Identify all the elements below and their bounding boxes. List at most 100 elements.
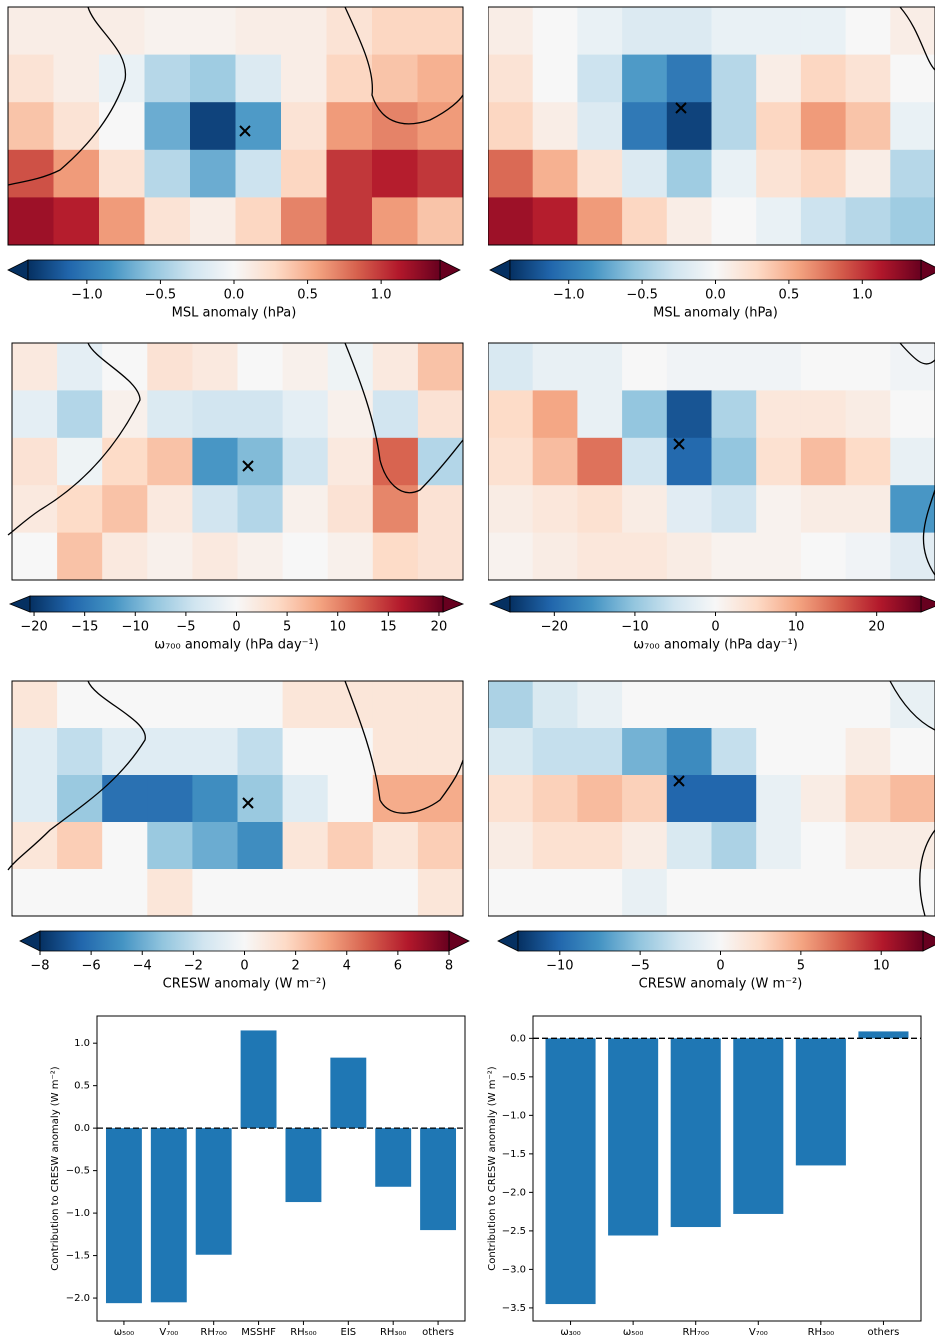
heatmap-cell	[102, 822, 148, 870]
heatmap-cell	[890, 54, 935, 103]
heatmap-cell	[756, 775, 802, 823]
heatmap-cell	[53, 7, 100, 56]
heatmap-cell	[281, 7, 327, 56]
heatmap-cell	[282, 343, 329, 391]
heatmap-cell	[622, 822, 668, 870]
heatmap-cell	[711, 485, 757, 534]
map-panel	[488, 342, 935, 581]
heatmap-cell	[622, 532, 668, 581]
axes-frame	[96, 1015, 466, 1322]
heatmap-cell	[235, 7, 282, 56]
heatmap-cell	[282, 728, 329, 776]
heatmap-cell	[577, 102, 623, 151]
heatmap-cell	[12, 681, 58, 729]
heatmap-cell	[147, 390, 193, 439]
heatmap-cell	[756, 102, 802, 151]
colorbar-extend	[488, 595, 511, 613]
heatmap-cell	[845, 532, 891, 581]
heatmap-cell	[845, 728, 891, 776]
heatmap-cell	[190, 197, 236, 246]
heatmap-cell	[711, 532, 757, 581]
colorbar-tick-label: −6	[82, 959, 101, 974]
heatmap-cell	[144, 197, 191, 246]
heatmap-cell	[711, 728, 757, 776]
heatmap-cell	[622, 437, 668, 486]
x-tick-label: RH₅₀₀	[290, 1327, 317, 1338]
heatmap-cell	[622, 197, 668, 246]
heatmap-cell	[666, 390, 712, 439]
map-frame	[488, 6, 935, 246]
heatmap-cell	[666, 102, 712, 151]
coastline	[889, 680, 935, 731]
x-tick-label: V₇₀₀	[159, 1327, 178, 1338]
heatmap-cell	[711, 343, 757, 391]
x-tick-label: RH₇₀₀	[200, 1327, 227, 1338]
heatmap-cell	[756, 869, 802, 917]
colorbar	[29, 595, 444, 613]
colorbar-label: MSL anomaly (hPa)	[172, 306, 297, 321]
heatmap-cell	[147, 343, 193, 391]
colorbar-tick-label: −10	[122, 620, 149, 635]
x-tick-label: RH₃₀₀	[808, 1327, 835, 1338]
y-tick-label: 0.5	[74, 1081, 90, 1092]
map-frame	[488, 342, 935, 581]
heatmap-cell	[327, 485, 374, 534]
heatmap-cell	[622, 869, 668, 917]
colorbar-tick-label: 20	[868, 620, 885, 635]
map-frame	[488, 680, 935, 917]
heatmap-cell	[756, 822, 802, 870]
heatmap-cell	[577, 532, 623, 581]
y-axis-label: Contribution to CRESW anomaly (W m⁻²)	[50, 1066, 61, 1270]
heatmap-cell	[756, 532, 802, 581]
heatmap-cell	[666, 54, 712, 103]
colorbar-tick-label: 0.5	[297, 288, 318, 303]
heatmap-cell	[577, 437, 623, 486]
heatmap-cell	[488, 197, 534, 246]
heatmap-cell	[327, 681, 374, 729]
heatmap-cell	[282, 681, 329, 729]
heatmap-cell	[8, 197, 54, 246]
heatmap-cell	[845, 197, 891, 246]
heatmap-cell	[577, 149, 623, 198]
coastline	[7, 6, 127, 186]
coastline	[899, 6, 935, 71]
maps: −1.0 −0.5 0.0 0.5 1.0 MSL anomaly (hPa) −1.0 −0…	[7, 6, 935, 992]
heatmap-cell	[144, 54, 191, 103]
heatmap-cell	[845, 390, 891, 439]
heatmap-cell	[577, 822, 623, 870]
heatmap-cell	[417, 54, 464, 103]
heatmap-cell	[756, 728, 802, 776]
heatmap-cell	[417, 728, 464, 776]
heatmap-cell	[281, 54, 327, 103]
heatmap-cell	[102, 681, 148, 729]
map-frame	[11, 342, 464, 581]
heatmap-cell	[237, 822, 284, 870]
heatmap-cell	[800, 775, 847, 823]
colorbar	[509, 259, 922, 281]
colorbar-extend	[920, 259, 935, 281]
heatmap-cell	[102, 390, 148, 439]
heatmap-cell	[372, 149, 418, 198]
bar-panel: ω₅₀₀ V₇₀₀ RH₇₀₀ MSSHF RH₅₀₀ EIS RH₃₀₀ others −2.…	[50, 1015, 466, 1338]
heatmap-cell	[666, 728, 712, 776]
heatmap-cell	[845, 343, 891, 391]
map-frame	[7, 6, 464, 246]
heatmap-cell	[532, 822, 578, 870]
heatmap-cell	[147, 437, 193, 486]
heatmap-cell	[800, 437, 847, 486]
y-tick-label: −1.5	[66, 1251, 90, 1262]
heatmap-cell	[488, 822, 534, 870]
y-tick-label: −3.5	[502, 1303, 526, 1314]
heatmap-cell	[845, 437, 891, 486]
heatmap-cell	[532, 485, 578, 534]
colorbar-tick-label: −5	[631, 959, 650, 974]
coastline	[7, 680, 146, 871]
colorbar-extend	[448, 930, 470, 952]
heatmap-cell	[756, 197, 802, 246]
heatmap-cell	[8, 54, 54, 103]
y-tick-label: 0.0	[510, 1033, 526, 1044]
coastline	[344, 680, 464, 814]
map-panel	[11, 342, 464, 581]
colorbar-tick-label: 4	[343, 959, 351, 974]
heatmap-cell	[372, 437, 419, 486]
